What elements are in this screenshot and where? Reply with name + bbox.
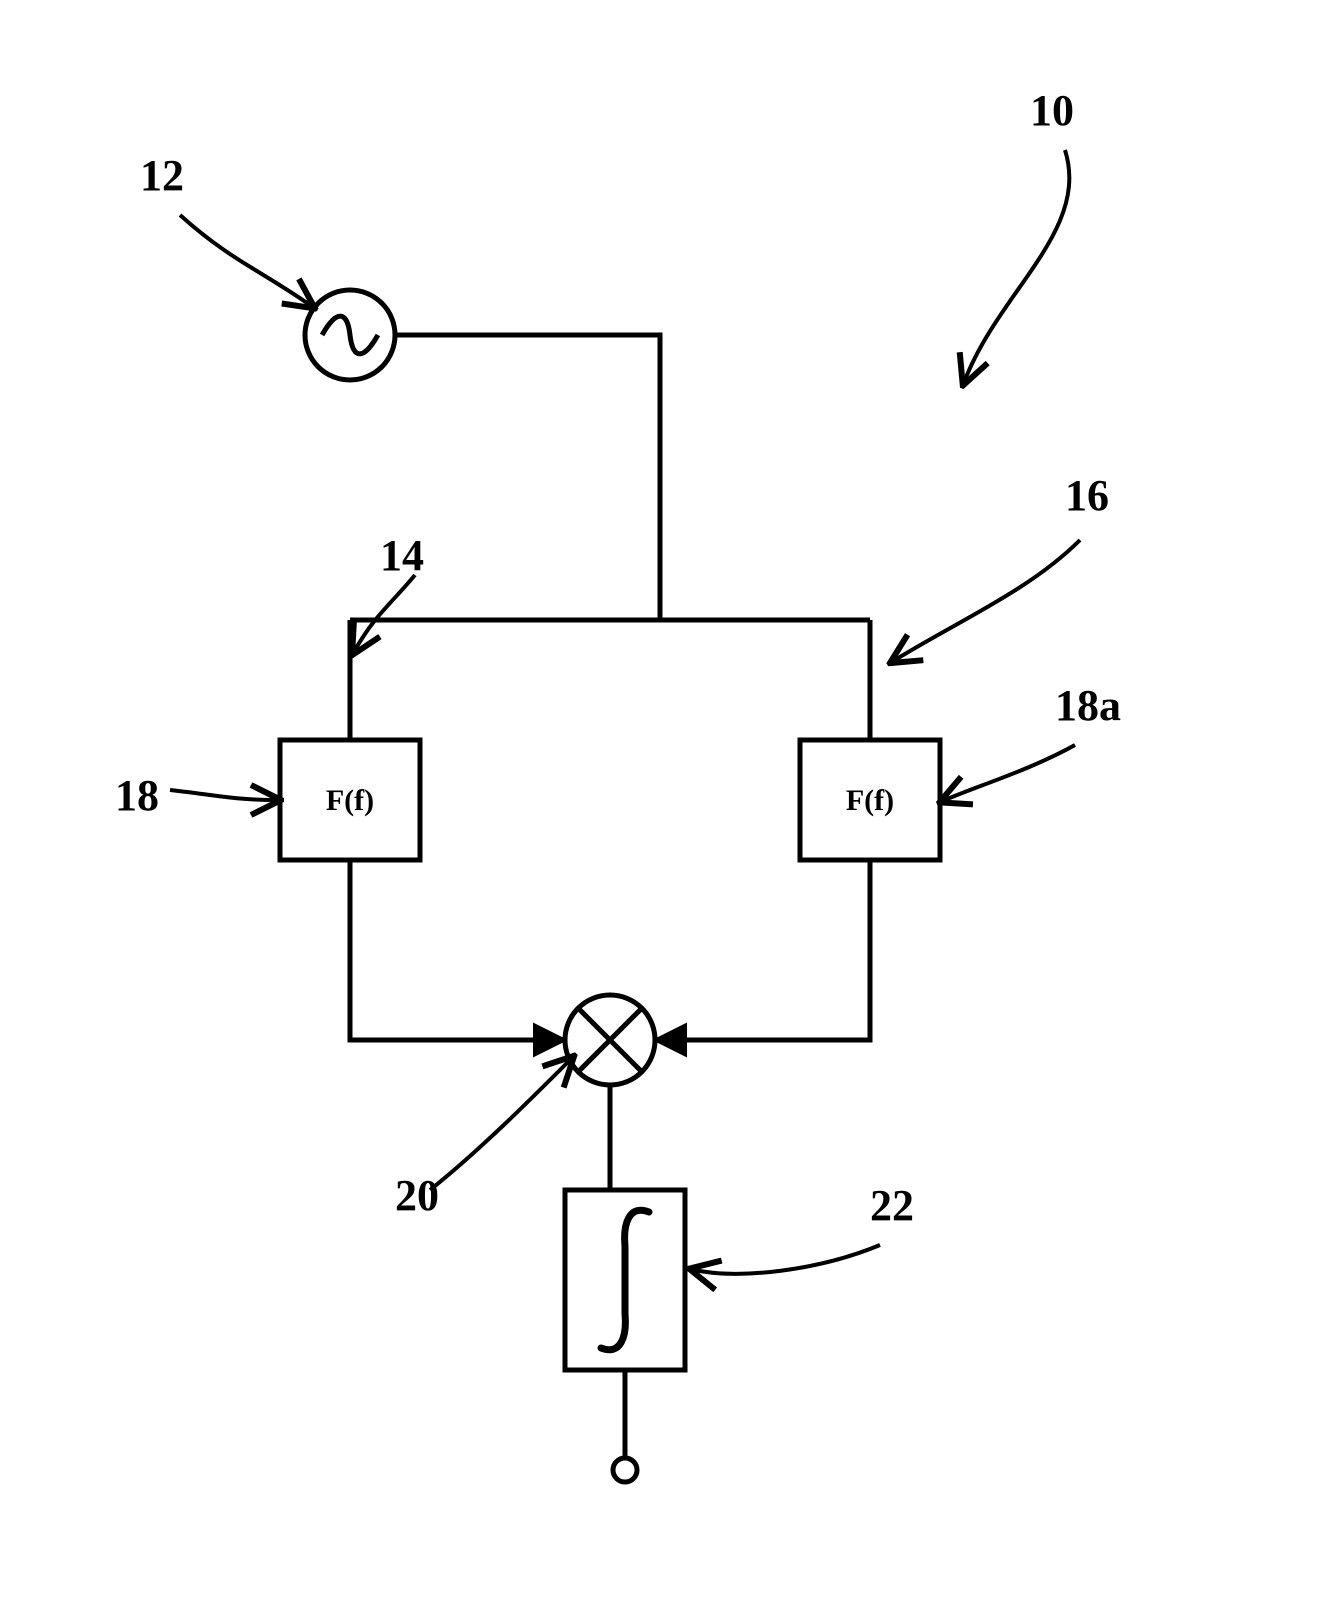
leader-18a (945, 745, 1075, 800)
leader-22 (695, 1245, 880, 1274)
filter-right-block: F(f) (800, 740, 940, 860)
filter-left-label: F(f) (326, 784, 374, 817)
refnum-14: 14 (380, 531, 424, 580)
leader-14 (355, 575, 415, 650)
refnum-12: 12 (140, 151, 184, 200)
refnum-18a: 18a (1055, 681, 1121, 730)
leader-10 (965, 150, 1069, 380)
leader-12 (180, 215, 310, 305)
output-terminal (613, 1458, 637, 1482)
refnum-10: 10 (1030, 86, 1074, 135)
leader-20 (430, 1060, 570, 1190)
refnum-22: 22 (870, 1181, 914, 1230)
leader-18 (170, 790, 275, 800)
signal-source (305, 290, 395, 380)
refnum-18: 18 (115, 771, 159, 820)
mixer (565, 995, 655, 1085)
refnum-20: 20 (395, 1171, 439, 1220)
leader-16 (895, 540, 1080, 660)
filter-left-block: F(f) (280, 740, 420, 860)
filter-right-label: F(f) (846, 784, 894, 817)
integrator (565, 1190, 685, 1370)
refnum-16: 16 (1065, 471, 1109, 520)
block-diagram: F(f) F(f) 10 12 14 16 18 20 22 18a (0, 0, 1324, 1623)
